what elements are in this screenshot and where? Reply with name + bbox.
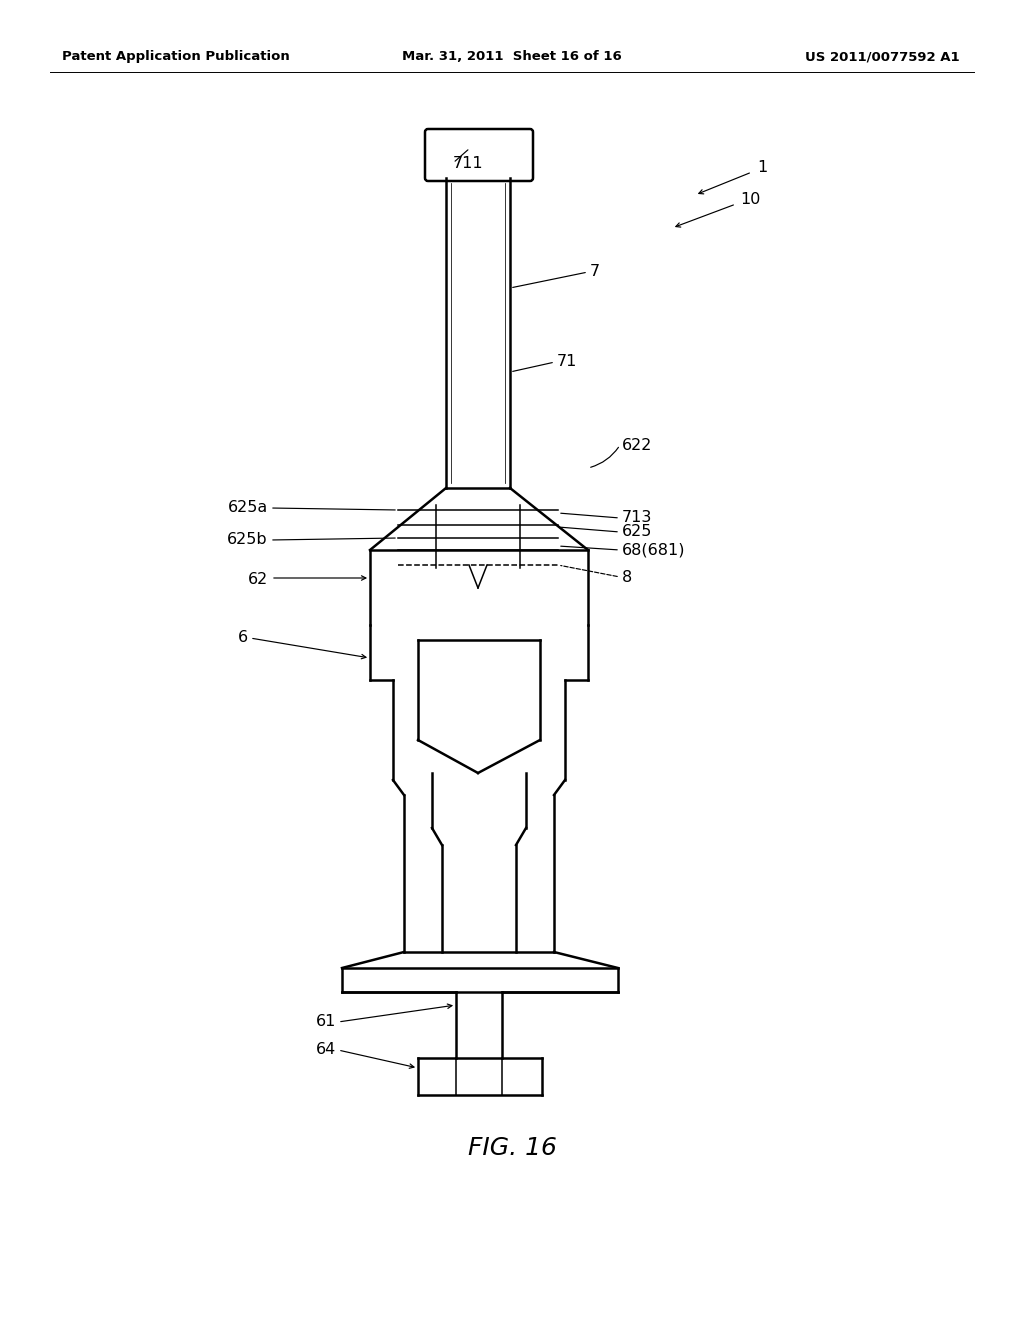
Text: 7: 7 [590, 264, 600, 280]
Text: 711: 711 [453, 156, 483, 170]
Text: 1: 1 [757, 161, 767, 176]
FancyBboxPatch shape [425, 129, 534, 181]
Text: US 2011/0077592 A1: US 2011/0077592 A1 [805, 50, 961, 63]
Text: FIG. 16: FIG. 16 [468, 1137, 556, 1160]
Text: 713: 713 [622, 511, 652, 525]
Text: 64: 64 [315, 1043, 336, 1057]
Text: 625: 625 [622, 524, 652, 540]
Text: 6: 6 [238, 631, 248, 645]
Text: 62: 62 [248, 573, 268, 587]
Text: 68(681): 68(681) [622, 543, 685, 557]
Text: 625a: 625a [227, 500, 268, 516]
Text: Mar. 31, 2011  Sheet 16 of 16: Mar. 31, 2011 Sheet 16 of 16 [402, 50, 622, 63]
Text: 622: 622 [622, 437, 652, 453]
Text: 61: 61 [315, 1015, 336, 1030]
Text: 10: 10 [740, 193, 761, 207]
Text: 71: 71 [557, 355, 578, 370]
Text: 625b: 625b [227, 532, 268, 548]
Text: 8: 8 [622, 569, 632, 585]
Text: Patent Application Publication: Patent Application Publication [62, 50, 290, 63]
